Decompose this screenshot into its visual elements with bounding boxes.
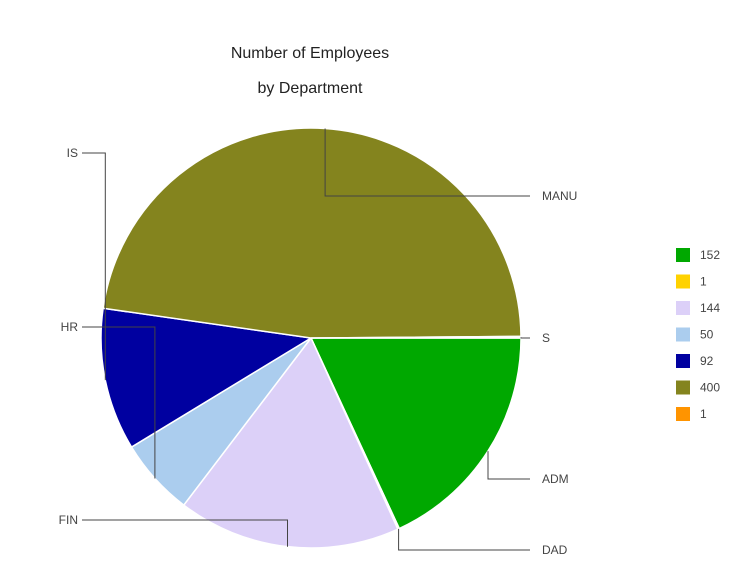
legend-item-dad: 1 xyxy=(676,274,707,289)
chart-title: Number of Employees by Department xyxy=(231,45,389,97)
callout-label-s: S xyxy=(542,331,550,345)
callout-line-adm xyxy=(487,451,530,480)
chart-title-line-1: Number of Employees xyxy=(231,45,389,62)
legend-label: 1 xyxy=(700,275,707,289)
callout-line-dad xyxy=(398,528,530,551)
legend-item-is: 92 xyxy=(676,354,714,368)
legend-label: 144 xyxy=(700,301,720,315)
slice-callouts: ADM DAD FIN HR IS MANU S xyxy=(59,128,577,557)
legend-label: 1 xyxy=(700,407,707,421)
legend-swatch xyxy=(676,354,690,368)
legend-swatch xyxy=(676,301,690,315)
legend-item-s: 1 xyxy=(676,407,707,421)
legend-swatch xyxy=(676,380,690,395)
legend-swatch xyxy=(676,327,690,342)
callout-label-is: IS xyxy=(67,146,78,160)
legend-label: 400 xyxy=(700,381,720,395)
legend: 152 1 144 50 92 400 1 xyxy=(676,248,720,421)
legend-label: 50 xyxy=(700,328,714,342)
callout-label-manu: MANU xyxy=(542,189,577,203)
callout-label-hr: HR xyxy=(61,320,79,334)
legend-label: 152 xyxy=(700,248,720,262)
chart-title-line-2: by Department xyxy=(258,80,363,97)
legend-item-fin: 144 xyxy=(676,301,720,315)
legend-label: 92 xyxy=(700,354,714,368)
callout-label-dad: DAD xyxy=(542,543,568,557)
callout-label-fin: FIN xyxy=(59,513,78,527)
callout-line-s xyxy=(520,337,530,339)
legend-swatch xyxy=(676,274,690,289)
callout-line-is xyxy=(82,152,106,381)
callout-line-manu xyxy=(324,128,530,197)
pie-slices xyxy=(100,127,522,549)
legend-item-hr: 50 xyxy=(676,327,714,342)
callout-line-fin xyxy=(82,519,288,547)
pie-slice-adm xyxy=(309,337,522,530)
pie-slice-manu xyxy=(102,127,522,339)
legend-item-manu: 400 xyxy=(676,380,720,395)
callout-label-adm: ADM xyxy=(542,472,569,486)
legend-item-adm: 152 xyxy=(676,248,720,262)
pie-slice-is xyxy=(100,307,314,449)
callout-line-hr xyxy=(82,326,156,479)
legend-swatch xyxy=(676,248,690,262)
legend-swatch xyxy=(676,407,690,421)
